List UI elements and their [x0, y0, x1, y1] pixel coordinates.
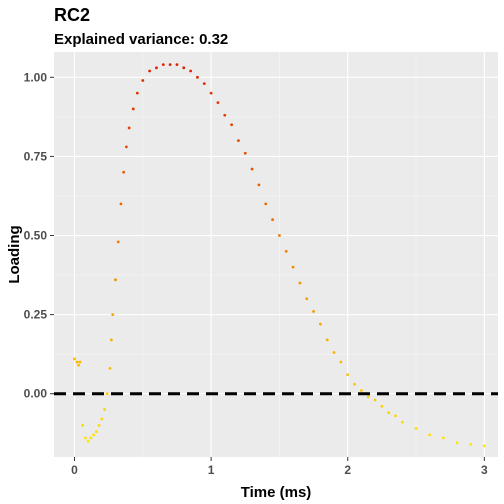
data-point — [122, 170, 126, 174]
y-tick-label: 0.75 — [24, 149, 48, 163]
data-point — [131, 107, 135, 111]
data-point — [175, 63, 179, 67]
data-point — [125, 145, 128, 149]
data-point — [482, 444, 486, 448]
data-point — [257, 183, 261, 187]
data-point — [89, 436, 93, 440]
x-tick-label: 3 — [481, 463, 488, 477]
data-point — [441, 436, 445, 440]
data-point — [243, 151, 247, 155]
data-point — [141, 79, 145, 82]
data-point — [100, 417, 104, 421]
data-point — [400, 420, 404, 424]
data-point — [94, 430, 98, 434]
data-point — [298, 281, 302, 285]
y-axis-ticks: 0.00 0.25 0.50 0.75 1.00 — [24, 70, 54, 401]
data-point — [105, 392, 109, 396]
data-point — [109, 338, 113, 342]
data-point — [278, 234, 281, 237]
data-point — [414, 427, 418, 430]
y-axis-title: Loading — [6, 225, 23, 283]
data-point — [319, 322, 322, 326]
data-point — [216, 101, 220, 105]
data-point — [428, 433, 432, 437]
data-point — [168, 63, 172, 67]
data-point — [305, 297, 309, 301]
data-point — [387, 411, 391, 415]
data-point — [223, 113, 227, 117]
data-point — [75, 360, 79, 364]
major-grid — [54, 52, 498, 457]
data-point — [353, 382, 356, 386]
y-tick-label: 0.25 — [24, 308, 48, 322]
data-point — [230, 123, 234, 127]
data-point — [78, 360, 82, 364]
y-tick-label: 1.00 — [24, 70, 48, 84]
x-tick-label: 0 — [71, 463, 78, 477]
data-point — [97, 423, 101, 427]
y-tick-label: 0.50 — [24, 229, 48, 243]
data-point — [86, 439, 90, 443]
data-point — [196, 75, 199, 79]
data-point — [394, 414, 397, 418]
data-point — [155, 66, 158, 70]
data-point — [359, 389, 363, 392]
y-tick-label: 0.00 — [24, 387, 48, 401]
data-point — [148, 69, 152, 73]
data-point — [202, 82, 206, 86]
data-point — [339, 360, 343, 364]
x-axis-ticks: 0 1 2 3 — [71, 457, 488, 477]
data-point — [135, 91, 139, 95]
data-point — [92, 433, 96, 437]
data-point — [84, 436, 87, 440]
data-point — [209, 91, 213, 95]
data-point — [284, 249, 288, 253]
data-point — [291, 265, 295, 269]
x-tick-label: 1 — [208, 463, 215, 477]
data-point — [264, 202, 268, 206]
chart-subtitle: Explained variance: 0.32 — [54, 31, 228, 48]
data-point — [380, 404, 384, 408]
x-tick-label: 2 — [344, 463, 351, 477]
data-point — [455, 441, 459, 445]
x-axis-title: Time (ms) — [241, 484, 312, 501]
data-point — [161, 63, 165, 67]
plot-panel — [54, 52, 498, 457]
data-point — [332, 351, 336, 354]
data-point — [312, 310, 315, 313]
data-point — [250, 167, 254, 171]
data-point — [469, 442, 473, 446]
data-point — [189, 69, 193, 73]
data-point — [114, 278, 117, 282]
data-point — [182, 66, 186, 70]
data-point — [77, 363, 80, 367]
data-point — [366, 395, 370, 399]
data-point — [103, 408, 106, 411]
data-point — [111, 313, 115, 317]
data-point — [116, 240, 120, 244]
data-point — [73, 357, 76, 361]
data-point — [325, 338, 329, 342]
data-point — [237, 139, 240, 142]
data-point — [81, 423, 85, 427]
data-point — [108, 367, 112, 370]
data-point — [119, 202, 123, 206]
data-point — [271, 218, 274, 222]
minor-grid — [54, 52, 498, 457]
data-point — [373, 398, 377, 402]
data-points — [73, 63, 486, 448]
chart-title: RC2 — [54, 5, 90, 25]
data-point — [127, 126, 131, 130]
data-point — [346, 373, 350, 377]
